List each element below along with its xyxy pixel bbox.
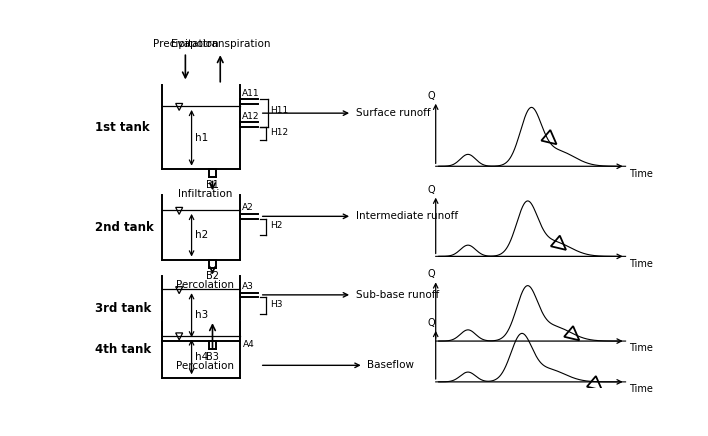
Text: B1: B1: [206, 180, 219, 190]
Text: Surface runoff: Surface runoff: [356, 108, 430, 118]
Text: H2: H2: [270, 221, 282, 230]
Text: H12: H12: [270, 128, 288, 137]
Text: A11: A11: [242, 89, 260, 98]
Text: Q: Q: [427, 318, 435, 328]
Text: Time: Time: [629, 384, 653, 394]
Text: Time: Time: [629, 259, 653, 269]
Text: A3: A3: [242, 282, 254, 291]
Text: Intermediate runoff: Intermediate runoff: [356, 211, 458, 221]
Text: Q: Q: [427, 269, 435, 279]
Text: A12: A12: [242, 112, 259, 121]
Text: Percolation: Percolation: [176, 361, 234, 371]
Text: Evapotranspiration: Evapotranspiration: [171, 39, 270, 49]
Text: Sub-base runoff: Sub-base runoff: [356, 290, 439, 300]
Text: h3: h3: [195, 310, 209, 320]
Text: h2: h2: [195, 230, 209, 240]
Text: B3: B3: [206, 352, 219, 362]
Text: Time: Time: [629, 344, 653, 354]
Text: Baseflow: Baseflow: [367, 360, 414, 370]
Text: h4: h4: [195, 352, 209, 362]
Text: Q: Q: [427, 91, 435, 101]
Text: Q: Q: [427, 185, 435, 195]
Text: 3rd tank: 3rd tank: [95, 302, 151, 315]
Text: Infiltration: Infiltration: [178, 189, 232, 199]
Text: h1: h1: [195, 133, 209, 143]
Text: H3: H3: [270, 300, 282, 309]
Text: Percolation: Percolation: [176, 280, 234, 290]
Text: 4th tank: 4th tank: [95, 344, 151, 356]
Text: B2: B2: [206, 271, 219, 281]
Text: 1st tank: 1st tank: [95, 120, 149, 133]
Text: A2: A2: [242, 204, 253, 212]
Text: 2nd tank: 2nd tank: [95, 221, 154, 234]
Text: H11: H11: [270, 106, 288, 115]
Text: A4: A4: [243, 341, 254, 349]
Text: Time: Time: [629, 169, 653, 179]
Text: Precipitation: Precipitation: [152, 39, 218, 49]
